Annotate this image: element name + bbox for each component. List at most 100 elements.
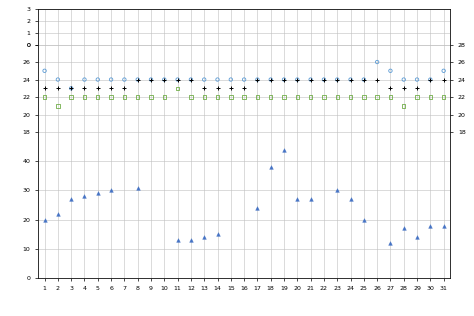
Point	[293, 77, 301, 82]
Point	[94, 77, 101, 82]
Point	[347, 94, 355, 100]
Point	[440, 94, 447, 100]
Point	[67, 94, 75, 100]
Point	[360, 77, 368, 82]
Point	[440, 68, 447, 73]
Point	[41, 217, 48, 222]
Point	[333, 188, 341, 193]
Point	[54, 103, 62, 108]
Point	[120, 77, 128, 82]
Point	[120, 94, 128, 100]
Point	[293, 77, 301, 82]
Point	[387, 94, 394, 100]
Point	[387, 240, 394, 246]
Point	[174, 77, 182, 82]
Point	[333, 94, 341, 100]
Point	[400, 86, 408, 91]
Point	[201, 94, 208, 100]
Point	[54, 211, 62, 216]
Point	[360, 217, 368, 222]
Point	[293, 94, 301, 100]
Point	[400, 77, 408, 82]
Point	[201, 77, 208, 82]
Point	[161, 77, 168, 82]
Point	[360, 94, 368, 100]
Point	[413, 235, 421, 240]
Point	[374, 77, 381, 82]
Point	[280, 147, 288, 152]
Point	[107, 77, 115, 82]
Point	[347, 77, 355, 82]
Point	[161, 94, 168, 100]
Point	[280, 77, 288, 82]
Point	[187, 77, 195, 82]
Point	[94, 86, 101, 91]
Point	[427, 223, 434, 228]
Point	[293, 197, 301, 202]
Point	[67, 197, 75, 202]
Point	[240, 77, 248, 82]
Point	[174, 77, 182, 82]
Point	[267, 77, 274, 82]
Point	[120, 86, 128, 91]
Point	[320, 77, 328, 82]
Point	[427, 77, 434, 82]
Point	[440, 77, 447, 82]
Point	[360, 77, 368, 82]
Point	[41, 94, 48, 100]
Point	[347, 77, 355, 82]
Point	[333, 77, 341, 82]
Point	[41, 68, 48, 73]
Point	[67, 86, 75, 91]
Point	[134, 77, 141, 82]
Point	[267, 77, 274, 82]
Point	[201, 235, 208, 240]
Point	[320, 94, 328, 100]
Point	[81, 94, 88, 100]
Point	[187, 94, 195, 100]
Point	[227, 77, 235, 82]
Point	[374, 59, 381, 64]
Point	[134, 185, 141, 190]
Point	[214, 77, 221, 82]
Point	[81, 86, 88, 91]
Point	[280, 94, 288, 100]
Point	[227, 86, 235, 91]
Point	[134, 77, 141, 82]
Point	[54, 86, 62, 91]
Point	[187, 238, 195, 243]
Point	[307, 77, 314, 82]
Point	[174, 86, 182, 91]
Point	[147, 77, 155, 82]
Point	[427, 77, 434, 82]
Point	[427, 94, 434, 100]
Point	[413, 94, 421, 100]
Point	[227, 94, 235, 100]
Point	[94, 94, 101, 100]
Point	[107, 188, 115, 193]
Point	[413, 86, 421, 91]
Point	[174, 238, 182, 243]
Point	[280, 77, 288, 82]
Point	[214, 94, 221, 100]
Point	[147, 77, 155, 82]
Point	[387, 68, 394, 73]
Point	[187, 77, 195, 82]
Point	[214, 86, 221, 91]
Point	[320, 77, 328, 82]
Point	[81, 77, 88, 82]
Point	[161, 77, 168, 82]
Point	[387, 86, 394, 91]
Point	[134, 94, 141, 100]
Point	[400, 226, 408, 231]
Point	[307, 77, 314, 82]
Point	[240, 94, 248, 100]
Point	[307, 94, 314, 100]
Point	[201, 86, 208, 91]
Point	[254, 77, 261, 82]
Point	[440, 223, 447, 228]
Point	[413, 77, 421, 82]
Point	[254, 77, 261, 82]
Point	[41, 86, 48, 91]
Point	[267, 165, 274, 170]
